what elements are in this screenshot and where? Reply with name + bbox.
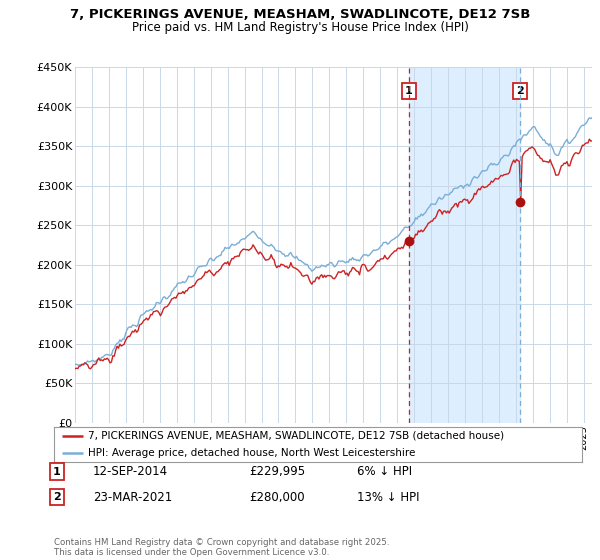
Text: 2: 2 [53, 492, 61, 502]
Text: 1: 1 [53, 466, 61, 477]
Text: Contains HM Land Registry data © Crown copyright and database right 2025.
This d: Contains HM Land Registry data © Crown c… [54, 538, 389, 557]
Text: 13% ↓ HPI: 13% ↓ HPI [357, 491, 419, 504]
Text: 7, PICKERINGS AVENUE, MEASHAM, SWADLINCOTE, DE12 7SB: 7, PICKERINGS AVENUE, MEASHAM, SWADLINCO… [70, 8, 530, 21]
Bar [409, 67, 520, 423]
Text: 7, PICKERINGS AVENUE, MEASHAM, SWADLINCOTE, DE12 7SB (detached house): 7, PICKERINGS AVENUE, MEASHAM, SWADLINCO… [88, 431, 505, 441]
Text: 23-MAR-2021: 23-MAR-2021 [93, 491, 172, 504]
Text: 6% ↓ HPI: 6% ↓ HPI [357, 465, 412, 478]
Text: HPI: Average price, detached house, North West Leicestershire: HPI: Average price, detached house, Nort… [88, 448, 416, 458]
Text: 1: 1 [405, 86, 413, 96]
Text: Price paid vs. HM Land Registry's House Price Index (HPI): Price paid vs. HM Land Registry's House … [131, 21, 469, 34]
Text: 2: 2 [516, 86, 524, 96]
Text: £229,995: £229,995 [249, 465, 305, 478]
Text: £280,000: £280,000 [249, 491, 305, 504]
Text: 12-SEP-2014: 12-SEP-2014 [93, 465, 168, 478]
